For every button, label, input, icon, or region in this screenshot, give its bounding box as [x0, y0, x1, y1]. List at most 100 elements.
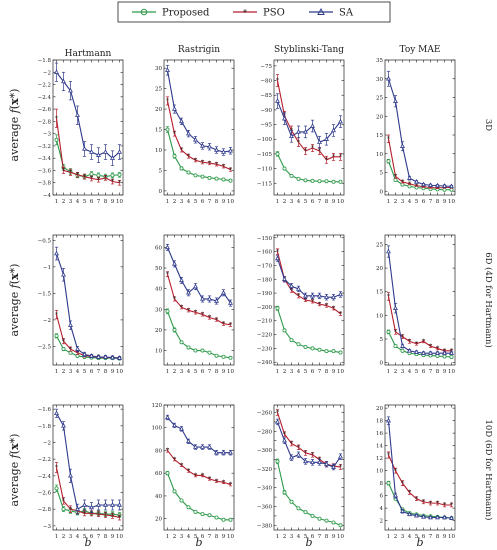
x-tick-label: 4: [187, 199, 191, 205]
x-tick-label: 5: [194, 534, 198, 540]
data-point: *: [304, 297, 307, 304]
x-tick-label: 3: [290, 199, 294, 205]
y-tick-label: 10: [376, 152, 383, 158]
data-point: [338, 179, 343, 184]
y-axis-label-row-3: average f(x*): [8, 434, 21, 507]
data-point: [296, 451, 301, 457]
series-pso: * * * * * * * * * *: [54, 108, 122, 187]
data-point: [442, 350, 447, 355]
x-tick-label: 5: [304, 369, 308, 375]
series-line-sa: [387, 78, 452, 187]
data-point: [103, 149, 108, 154]
data-point: [338, 453, 343, 459]
data-point: *: [339, 464, 342, 471]
plot-frame: [163, 234, 235, 366]
data-point: [228, 355, 233, 360]
data-point: *: [69, 506, 72, 513]
legend: Proposed * PSO SA: [117, 1, 391, 23]
series-sa: [54, 408, 122, 515]
y-tick-label: −300: [257, 448, 273, 454]
series-line-pso: [387, 454, 452, 506]
data-point: [117, 502, 122, 507]
y-tick-label: 20: [155, 517, 162, 523]
y-tick-label: 20: [376, 406, 383, 412]
data-point: *: [215, 317, 218, 324]
data-point: [214, 449, 219, 455]
data-point: [89, 353, 94, 358]
x-tick-label: 1: [276, 534, 280, 540]
data-point: [386, 159, 391, 164]
data-point: *: [180, 462, 183, 469]
data-point: *: [429, 500, 432, 507]
data-point: *: [111, 513, 114, 520]
data-point: [393, 344, 398, 349]
y-tick-label: 40: [155, 287, 162, 293]
y-axis-label-row-1: average f(x*): [8, 89, 21, 162]
y-tick-label: 15: [376, 133, 383, 139]
data-point: [289, 499, 294, 504]
y-tick-label: 25: [376, 242, 383, 248]
data-point: *: [387, 136, 390, 143]
data-point: *: [429, 185, 432, 192]
x-tick-label: 10: [227, 534, 234, 540]
x-tick-label: 1: [166, 534, 170, 540]
y-tick-label: −4: [43, 193, 52, 199]
data-point: [421, 350, 426, 355]
data-point: *: [76, 172, 79, 179]
panel-r3-c1: −3 −2.8 −2.6 −2.4 −2.2 −2 −1.8 −1.6 1 2 3 4 5 6 7 8 9 10 *…: [38, 404, 123, 540]
y-tick-label: −115: [257, 181, 273, 187]
data-point: *: [394, 329, 397, 336]
series-line-pso: [167, 450, 231, 486]
series-line-proposed: [387, 161, 452, 191]
x-tick-label: 10: [227, 199, 234, 205]
data-point: [289, 173, 294, 178]
x-tick-label: 8: [325, 199, 329, 205]
plot-frame: [384, 234, 456, 366]
series-sa: [275, 255, 343, 301]
y-tick-label: 5: [380, 337, 384, 343]
x-tick-label: 6: [201, 369, 205, 375]
data-point: [449, 183, 454, 189]
svg-text:*: *: [243, 9, 247, 18]
data-point: [117, 149, 122, 154]
x-tick-label: 6: [201, 199, 205, 205]
y-tick-label: −3.4: [38, 156, 52, 162]
x-tick-label: 5: [194, 199, 198, 205]
data-point: *: [415, 496, 418, 503]
data-point: [82, 502, 87, 507]
column-title-rastrigin: Rastrigin: [178, 45, 220, 55]
y-tick-label: −85: [260, 93, 272, 99]
series-line-proposed: [55, 139, 120, 178]
data-point: [393, 305, 398, 310]
series-pso: * * * * * * * * * *: [386, 134, 454, 192]
series-sa: [165, 64, 233, 156]
plot-frame: [273, 59, 345, 196]
y-tick-label: 100: [152, 426, 163, 432]
data-point: [310, 459, 315, 465]
data-point: [442, 514, 447, 520]
data-point: *: [90, 176, 93, 183]
series-sa: [275, 418, 343, 471]
data-point: [282, 437, 287, 443]
series-line-pso: [166, 100, 231, 171]
data-point: *: [443, 185, 446, 192]
data-point: *: [62, 498, 65, 505]
x-tick-label: 3: [290, 369, 294, 375]
plot-frame: [52, 59, 124, 196]
data-point: *: [297, 293, 300, 300]
data-point: [317, 139, 322, 144]
data-point: [400, 348, 405, 353]
y-tick-label: −360: [257, 505, 273, 511]
data-point: [324, 518, 329, 523]
x-tick-label: 2: [394, 369, 398, 375]
y-tick-label: −240: [257, 360, 273, 366]
y-tick-label: 5: [380, 171, 384, 177]
row-label-3d: 3D: [483, 119, 493, 131]
series-proposed: [275, 305, 343, 355]
data-point: [282, 115, 287, 121]
x-tick-label: 1: [276, 369, 280, 375]
data-point: [303, 178, 308, 183]
y-tick-label: 25: [155, 87, 162, 93]
